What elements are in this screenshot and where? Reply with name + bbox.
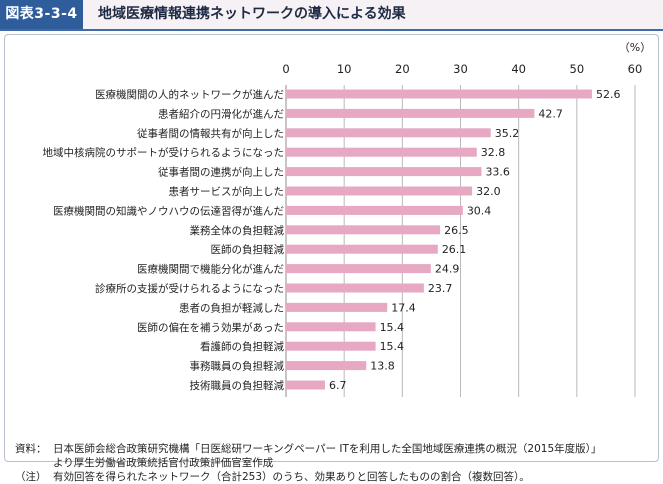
figure-number: 図表3-3-4 <box>0 0 83 29</box>
category-label: 医療機関間で機能分化が進んだ <box>137 263 284 276</box>
value-label: 42.7 <box>538 107 563 120</box>
category-label: 患者サービスが向上した <box>169 185 285 198</box>
bar <box>286 380 325 390</box>
source-line-2: より厚生労働省政策統括官付政策評価官室作成 <box>53 456 655 470</box>
value-label: 23.7 <box>428 282 453 295</box>
unit-label: （%） <box>619 41 651 54</box>
value-label: 24.9 <box>435 263 460 276</box>
source-text: 日本医師会総合政策研究機構「日医総研ワーキングペーパー ITを利用した全国地域医… <box>53 443 602 455</box>
x-tick-label: 20 <box>395 62 410 76</box>
bar <box>286 302 388 312</box>
bar <box>286 167 482 177</box>
bar <box>286 205 463 215</box>
value-label: 26.1 <box>442 243 467 256</box>
note-text: 有効回答を得られたネットワーク（合計253）のうち、効果ありと回答したものの割合… <box>53 471 530 483</box>
value-label: 35.2 <box>495 127 520 140</box>
bar <box>286 147 477 157</box>
x-tick-label: 10 <box>337 62 352 76</box>
bar <box>286 108 535 118</box>
bar-chart: （%） 0 10 20 30 40 50 60 医療機関間の人的ネットワークが進んだ 52.6 患者… <box>43 41 651 397</box>
value-label: 52.6 <box>596 88 621 101</box>
category-label: 医師の負担軽減 <box>211 243 285 256</box>
chart-panel: （%） 0 10 20 30 40 50 60 医療機関間の人的ネットワークが進んだ 52.6 患者… <box>4 34 659 483</box>
source-line: 資料： 日本医師会総合政策研究機構「日医総研ワーキングペーパー ITを利用した全… <box>15 442 655 456</box>
value-label: 33.6 <box>485 166 510 179</box>
category-label: 医療機関間の人的ネットワークが進んだ <box>95 88 284 101</box>
bar <box>286 128 491 138</box>
category-label: 地域中核病院のサポートが受けられるようになった <box>43 146 285 159</box>
bar <box>286 361 367 371</box>
category-label: 業務全体の負担軽減 <box>190 224 285 237</box>
x-tick-label: 50 <box>570 62 585 76</box>
category-label: 医療機関間の知識やノウハウの伝達習得が進んだ <box>53 204 284 217</box>
category-label: 従事者間の情報共有が向上した <box>137 127 284 140</box>
value-label: 17.4 <box>391 301 416 314</box>
source-text-2: より厚生労働省政策統括官付政策評価官室作成 <box>53 457 274 469</box>
value-label: 13.8 <box>370 360 395 373</box>
bar <box>286 341 376 351</box>
source-label: 資料： <box>15 443 47 455</box>
category-label: 患者の負担が軽減した <box>179 301 284 314</box>
bar <box>286 89 592 99</box>
source-notes: 資料： 日本医師会総合政策研究機構「日医総研ワーキングペーパー ITを利用した全… <box>15 442 655 484</box>
category-label: 従事者間の連携が向上した <box>158 166 284 179</box>
category-label: 患者紹介の円滑化が進んだ <box>158 107 284 120</box>
category-label: 医師の偏在を補う効果があった <box>137 321 284 334</box>
value-label: 32.8 <box>481 146 506 159</box>
figure-title: 地域医療情報連携ネットワークの導入による効果 <box>98 6 406 22</box>
value-label: 32.0 <box>476 185 501 198</box>
value-label: 30.4 <box>467 204 492 217</box>
x-tick-label: 0 <box>282 62 289 76</box>
category-label: 事務職員の負担軽減 <box>190 360 285 373</box>
bar <box>286 225 441 235</box>
category-label: 看護師の負担軽減 <box>200 340 284 353</box>
bar <box>286 186 473 196</box>
value-label: 26.5 <box>444 224 469 237</box>
note-label: （注） <box>15 471 47 483</box>
category-label: 技術職員の負担軽減 <box>190 379 285 392</box>
figure-header: 図表3-3-4 地域医療情報連携ネットワークの導入による効果 <box>0 0 663 31</box>
bar <box>286 322 376 332</box>
bar <box>286 244 438 254</box>
x-tick-label: 40 <box>511 62 526 76</box>
x-tick-label: 60 <box>628 62 643 76</box>
value-label: 6.7 <box>329 379 347 392</box>
note-line: （注） 有効回答を得られたネットワーク（合計253）のうち、効果ありと回答したも… <box>15 470 655 484</box>
category-label: 診療所の支援が受けられるようになった <box>95 282 284 295</box>
x-tick-label: 30 <box>453 62 468 76</box>
value-label: 15.4 <box>380 321 405 334</box>
bar <box>286 264 431 274</box>
bar <box>286 283 424 293</box>
value-label: 15.4 <box>380 340 405 353</box>
